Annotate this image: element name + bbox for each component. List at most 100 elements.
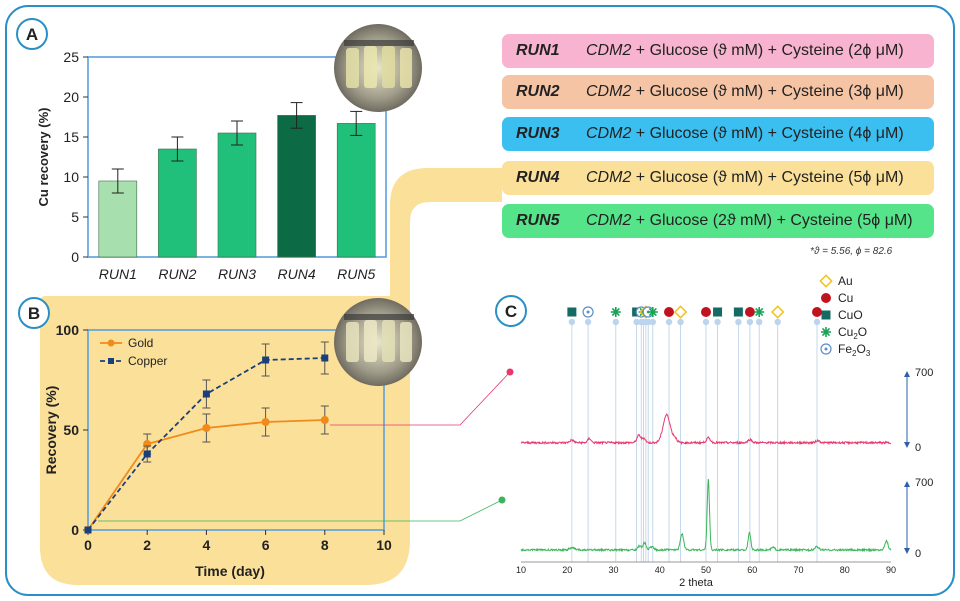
x-tick-label: 6 bbox=[262, 537, 270, 553]
x-tick-label: 10 bbox=[516, 565, 526, 575]
star-stroke bbox=[821, 327, 831, 337]
run-box-run3: RUN3 CDM2 + Glucose (ϑ mM) + Cysteine (4ϕ… bbox=[502, 117, 934, 151]
peak-dot bbox=[714, 318, 721, 326]
x-tick-label: 0 bbox=[84, 537, 92, 553]
vial-photo-b bbox=[334, 298, 422, 386]
peak-marker-au bbox=[770, 305, 785, 319]
y-tick-label: 0 bbox=[71, 522, 79, 538]
dotcircle-dot bbox=[824, 347, 828, 351]
x-tick-label: RUN3 bbox=[218, 266, 256, 282]
xrd-spectrum-copper bbox=[520, 412, 892, 446]
data-point-gold bbox=[202, 424, 211, 432]
y-tick-label: 25 bbox=[63, 49, 79, 65]
bar-run3 bbox=[217, 132, 257, 258]
x-tick-label: 4 bbox=[203, 537, 211, 553]
star-stroke bbox=[648, 307, 657, 317]
panel-label-c: C bbox=[495, 295, 527, 327]
chart-b: 0 50 100 0 2 4 6 8 10 Time (day) Recovery (%) Gold C… bbox=[43, 322, 392, 579]
run-description: CDM2 + Glucose (ϑ mM) + Cysteine (2ϕ μM) bbox=[586, 42, 904, 59]
x-tick-label: RUN2 bbox=[158, 266, 196, 282]
scale-max-label: 700 bbox=[915, 367, 933, 379]
vial-photo-a bbox=[334, 24, 422, 112]
data-point-copper bbox=[143, 450, 151, 458]
peak-dot bbox=[649, 318, 657, 326]
bar-run1 bbox=[98, 180, 138, 258]
y-axis-label: Recovery (%) bbox=[43, 386, 59, 475]
connector-copper-dot bbox=[506, 368, 514, 376]
xrd-spectrum-gold bbox=[520, 478, 892, 553]
x-tick-label: 2 bbox=[143, 537, 151, 553]
y-tick-label: 50 bbox=[63, 422, 79, 438]
connector-gold bbox=[98, 499, 503, 522]
legend-marker-cu2o bbox=[821, 327, 831, 337]
run-description: CDM2 + Glucose (ϑ mM) + Cysteine (3ϕ μM) bbox=[586, 83, 904, 100]
legend-marker-fe2o3 bbox=[820, 343, 832, 355]
peak-dot bbox=[568, 318, 576, 326]
chart-a: 0 5 10 15 20 25 Cu recovery (%) RUN1 RUN2 RUN3 RUN… bbox=[36, 49, 376, 282]
data-point-gold bbox=[320, 416, 329, 424]
peak-marker-fe2o3 bbox=[582, 306, 594, 318]
x-tick-label: 50 bbox=[701, 565, 711, 575]
peak-dot bbox=[702, 318, 710, 326]
y-tick-label: 5 bbox=[71, 209, 79, 225]
x-tick-label: 30 bbox=[608, 565, 618, 575]
connector-copper bbox=[330, 371, 511, 426]
peak-dot bbox=[755, 318, 763, 326]
run-box-run4: RUN4 CDM2 + Glucose (ϑ mM) + Cysteine (5ϕ… bbox=[502, 161, 934, 195]
x-tick-label: RUN5 bbox=[337, 266, 375, 282]
x-tick-label: 80 bbox=[840, 565, 850, 575]
bar-run4 bbox=[277, 115, 316, 258]
panel-b-plot-box bbox=[87, 329, 385, 531]
data-point-copper bbox=[321, 354, 329, 362]
scale-max-label: 700 bbox=[915, 477, 933, 489]
bar-run5 bbox=[336, 123, 376, 258]
peak-dot bbox=[633, 318, 640, 326]
peak-marker-cu2o bbox=[647, 307, 658, 317]
legend-marker bbox=[107, 339, 115, 347]
chart-c: 700 0 700 0 10 20 30 40 50 60 70 80 90 2 theta Au Cu CuO… bbox=[516, 274, 933, 589]
y-tick-label: 10 bbox=[63, 169, 79, 185]
run-description: CDM2 + Glucose (2ϑ mM) + Cysteine (5ϕ μM… bbox=[586, 212, 913, 229]
run-box-run1: RUN1 CDM2 + Glucose (ϑ mM) + Cysteine (2ϕ… bbox=[502, 34, 934, 68]
peak-dot bbox=[612, 318, 620, 326]
scale-arrow-bottom-bottom bbox=[904, 548, 910, 554]
run-box-run2: RUN2 CDM2 + Glucose (ϑ mM) + Cysteine (3ϕ… bbox=[502, 75, 934, 109]
legend-label-cuo: CuO bbox=[838, 308, 863, 322]
star-stroke bbox=[755, 307, 764, 317]
x-tick-label: 20 bbox=[562, 565, 572, 575]
legend-label-au: Au bbox=[838, 274, 853, 288]
legend-label-fe2o3: Fe2O3 bbox=[838, 342, 871, 358]
peak-marker-cu bbox=[664, 307, 674, 317]
star-stroke bbox=[611, 307, 620, 317]
scale-arrow-top-bottom bbox=[904, 442, 910, 448]
run-label: RUN4 bbox=[516, 169, 560, 186]
peak-marker-cuo bbox=[567, 307, 577, 317]
peak-dot bbox=[735, 318, 742, 326]
peak-dot bbox=[746, 318, 754, 326]
svg-text:B: B bbox=[28, 304, 40, 323]
peak-dot bbox=[584, 318, 592, 326]
scale-min-label: 0 bbox=[915, 442, 921, 454]
peak-marker-cu2o bbox=[610, 307, 621, 317]
outer-frame bbox=[5, 5, 955, 596]
peak-dot bbox=[644, 318, 652, 326]
dotcircle-dot bbox=[586, 310, 590, 314]
legend-label: Copper bbox=[128, 354, 167, 368]
svg-text:A: A bbox=[26, 25, 38, 44]
x-tick-label: 10 bbox=[376, 537, 392, 553]
legend-marker bbox=[108, 358, 114, 364]
scale-min-label: 0 bbox=[915, 548, 921, 560]
run-description: CDM2 + Glucose (ϑ mM) + Cysteine (5ϕ μM) bbox=[586, 169, 904, 186]
scale-arrow-top bbox=[904, 371, 910, 377]
run-label: RUN5 bbox=[516, 212, 560, 229]
peak-marker-cuo bbox=[733, 307, 743, 317]
x-tick-label: RUN1 bbox=[99, 266, 137, 282]
peak-marker-cu bbox=[701, 307, 711, 317]
run-label: RUN1 bbox=[516, 42, 560, 59]
run-description: CDM2 + Glucose (ϑ mM) + Cysteine (4ϕ μM) bbox=[586, 125, 904, 142]
peak-dot bbox=[774, 318, 781, 326]
x-tick-label: 70 bbox=[793, 565, 803, 575]
run-label: RUN3 bbox=[516, 125, 560, 142]
